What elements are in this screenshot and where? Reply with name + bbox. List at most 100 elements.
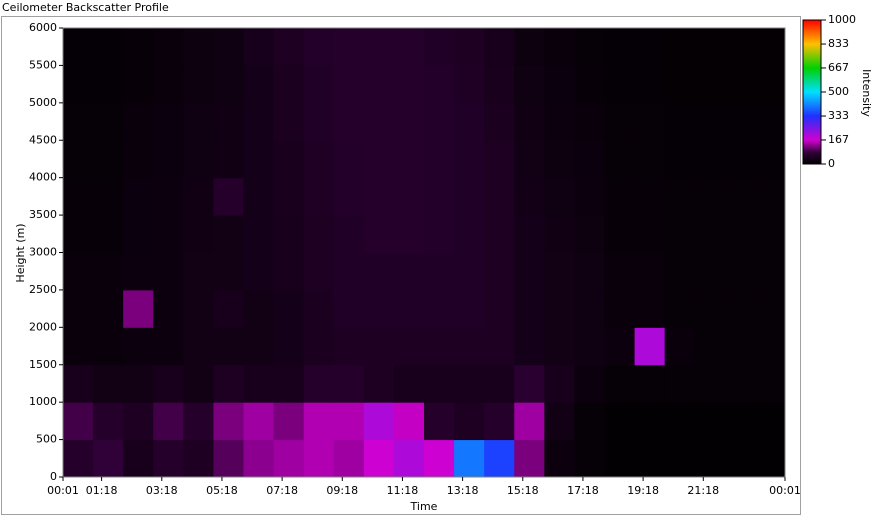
heatmap-cell (93, 252, 124, 291)
heatmap-cell (484, 28, 515, 66)
heatmap-cell (664, 289, 696, 328)
heatmap-cell (303, 177, 335, 216)
heatmap-cell (93, 289, 124, 328)
heatmap-cell (213, 140, 244, 179)
heatmap-cell (634, 140, 666, 179)
heatmap-cell (754, 252, 786, 291)
heatmap-cell (63, 65, 94, 104)
heatmap-cell (183, 327, 214, 366)
heatmap-cell (514, 252, 545, 291)
heatmap-cell (243, 102, 275, 141)
heatmap-cell (93, 439, 124, 478)
heatmap-cell (243, 289, 275, 328)
heatmap-cell (604, 65, 636, 104)
heatmap-cell (694, 65, 726, 104)
heatmap-cell (213, 215, 244, 253)
heatmap-cell (153, 28, 184, 66)
heatmap-cell (634, 28, 666, 66)
heatmap-cell (213, 289, 244, 328)
heatmap-cell (243, 364, 275, 403)
heatmap-cell (213, 28, 244, 66)
heatmap-cell (544, 28, 575, 66)
heatmap-cell (93, 327, 124, 366)
heatmap-cell (694, 140, 726, 179)
heatmap-cell (243, 252, 275, 291)
heatmap-cell (694, 402, 726, 441)
heatmap-cell (604, 215, 636, 253)
heatmap-cell (153, 289, 184, 328)
heatmap-cell (724, 102, 756, 141)
heatmap-cell (724, 402, 756, 441)
heatmap-cell (694, 289, 726, 328)
heatmap-cell (93, 402, 124, 441)
heatmap-cell (153, 177, 184, 216)
heatmap-cell (514, 28, 545, 66)
heatmap-cell (183, 65, 214, 104)
heatmap-cell (273, 402, 305, 441)
heatmap-cell (273, 364, 305, 403)
heatmap-cell (93, 28, 124, 66)
heatmap-cell (123, 65, 154, 104)
heatmap-cell (724, 140, 756, 179)
x-tick-label: 21:18 (687, 484, 719, 497)
heatmap-cell (634, 402, 666, 441)
heatmap-cell (424, 439, 455, 478)
heatmap-cell (213, 102, 244, 141)
heatmap-cell (63, 439, 94, 478)
heatmap-cell (484, 177, 515, 216)
x-tick-label: 05:18 (206, 484, 238, 497)
heatmap-cell (604, 439, 636, 478)
heatmap-cell (604, 364, 636, 403)
heatmap-cell (243, 327, 275, 366)
heatmap-cell (63, 28, 94, 66)
heatmap-cell (273, 289, 305, 328)
heatmap-cell (393, 177, 425, 216)
y-tick-label: 5500 (29, 58, 57, 71)
heatmap-cell (604, 327, 636, 366)
heatmap-cell (544, 252, 575, 291)
heatmap-cell (393, 402, 425, 441)
y-tick-label: 2500 (29, 283, 57, 296)
heatmap-cell (574, 439, 605, 478)
heatmap-cell (303, 252, 335, 291)
heatmap-cell (754, 65, 786, 104)
heatmap-cell (544, 140, 575, 179)
heatmap-cell (514, 140, 545, 179)
heatmap-cell (754, 215, 786, 253)
heatmap-cell (634, 102, 666, 141)
heatmap-cell (243, 28, 275, 66)
heatmap-cell (424, 102, 455, 141)
heatmap-cell (694, 364, 726, 403)
heatmap-cell (544, 364, 575, 403)
chart-title: Ceilometer Backscatter Profile (2, 1, 169, 14)
heatmap-cell (393, 215, 425, 253)
heatmap-cell (574, 28, 605, 66)
heatmap-cell (664, 215, 696, 253)
x-tick-label: 00:01 (47, 484, 79, 497)
heatmap-cell (63, 252, 94, 291)
heatmap-cell (544, 327, 575, 366)
heatmap-cell (754, 439, 786, 478)
heatmap-cell (123, 140, 154, 179)
heatmap-cell (333, 140, 365, 179)
heatmap-cell (153, 215, 184, 253)
y-tick-label: 500 (36, 433, 57, 446)
y-axis-label: Height (m) (14, 223, 27, 282)
heatmap-cell (363, 439, 395, 478)
heatmap-cell (634, 177, 666, 216)
heatmap-cell (153, 364, 184, 403)
heatmap-cell (514, 177, 545, 216)
heatmap-cell (93, 177, 124, 216)
heatmap-cell (454, 327, 485, 366)
heatmap-cell (273, 215, 305, 253)
heatmap-cell (123, 252, 154, 291)
heatmap-cell (63, 215, 94, 253)
heatmap-cell (484, 252, 515, 291)
heatmap-cell (544, 102, 575, 141)
heatmap-cell (123, 215, 154, 253)
heatmap-cell (303, 215, 335, 253)
heatmap-cell (363, 177, 395, 216)
heatmap-cell (393, 364, 425, 403)
heatmap-cell (574, 215, 605, 253)
heatmap-cell (63, 140, 94, 179)
